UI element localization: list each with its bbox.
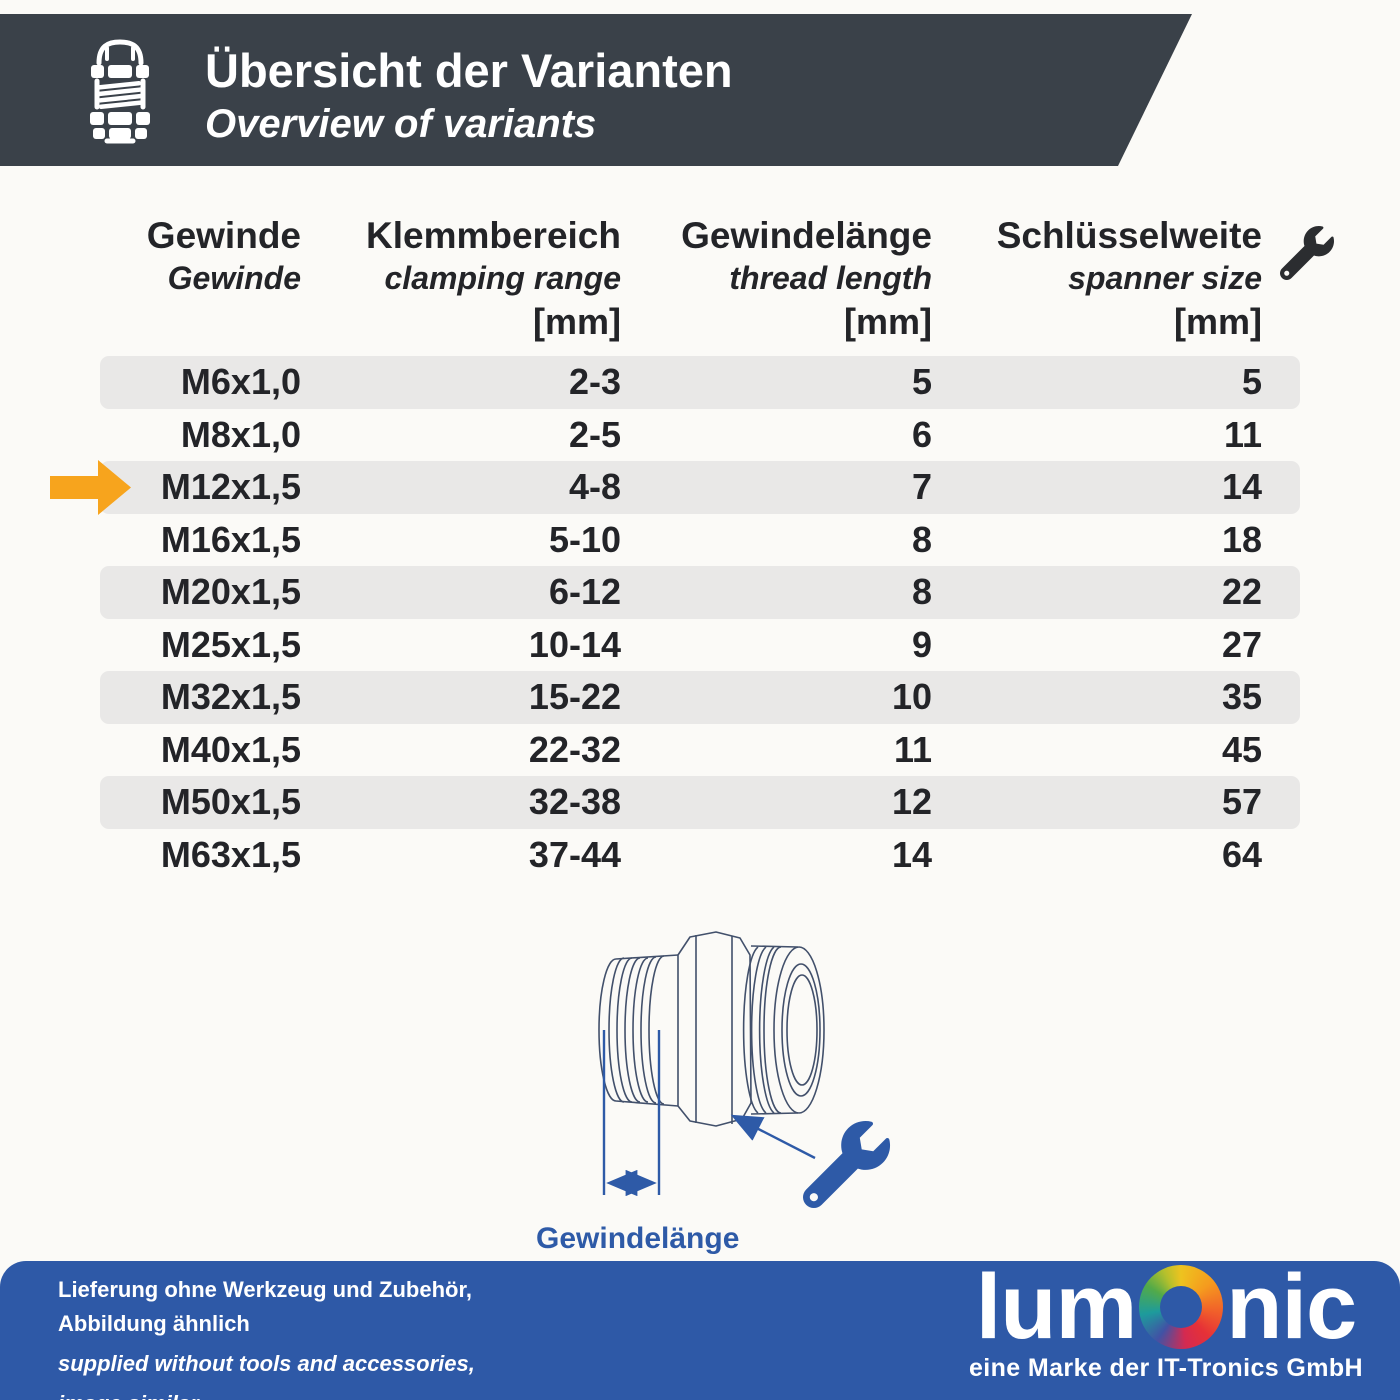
logo-text-post: nic	[1226, 1256, 1357, 1358]
thread-length-label: Gewindelänge	[536, 1222, 740, 1255]
cable-gland-icon	[85, 38, 155, 144]
table-row: M50x1,5 32-38 12 57	[100, 776, 1300, 829]
column-header-klemmbereich: Klemmbereich clamping range [mm]	[366, 215, 621, 342]
table-row: M6x1,0 2-3 5 5	[100, 356, 1300, 409]
variants-table: M6x1,0 2-3 5 5 M8x1,0 2-5 6 11 M12x1,5 4…	[100, 356, 1300, 881]
table-row: M8x1,0 2-5 6 11	[180, 413, 1262, 455]
note-english-line2: image similar	[58, 1387, 475, 1400]
column-header-gewindelaenge: Gewindelänge thread length [mm]	[681, 215, 932, 342]
logo-text-pre: lum	[975, 1256, 1138, 1358]
note-english-line1: supplied without tools and accessories,	[58, 1351, 475, 1376]
rainbow-ring-icon	[1139, 1265, 1224, 1349]
fitting-outline	[598, 931, 825, 1127]
column-header-schluesselweite: Schlüsselweite spanner size [mm]	[996, 215, 1262, 342]
wrench-icon	[1280, 226, 1334, 281]
footer-bar: Lieferung ohne Werkzeug und Zubehör, Abb…	[0, 1261, 1400, 1400]
page-subtitle: Overview of variants	[205, 102, 597, 146]
note-german-line2: Abbildung ähnlich	[58, 1311, 250, 1336]
table-row: M16x1,5 5-10 8 18	[160, 518, 1262, 560]
table-row-highlighted: M12x1,5 4-8 7 14	[100, 461, 1300, 514]
supply-note: Lieferung ohne Werkzeug und Zubehör, Abb…	[58, 1273, 475, 1400]
column-header-gewinde: Gewinde Gewinde	[146, 215, 301, 296]
table-row: M25x1,5 10-14 9 27	[160, 623, 1262, 665]
brand-logo: lum nic eine Marke der IT-Tronics GmbH	[969, 1261, 1363, 1383]
threaded-fitting-drawing	[598, 931, 891, 1209]
table-row: M63x1,5 37-44 14 64	[160, 833, 1262, 875]
table-row: M40x1,5 22-32 11 45	[160, 728, 1262, 770]
highlight-arrow-icon	[50, 460, 131, 515]
table-row: M32x1,5 15-22 10 35	[100, 671, 1300, 724]
table-row: M20x1,5 6-12 8 22	[100, 566, 1300, 619]
dimension-arrows	[602, 1030, 816, 1197]
table-header: Gewinde Gewinde Klemmbereich clamping ra…	[100, 214, 1334, 346]
note-german-line1: Lieferung ohne Werkzeug und Zubehör,	[58, 1277, 472, 1302]
wrench-icon	[802, 1121, 891, 1209]
logo-tagline: eine Marke der IT-Tronics GmbH	[968, 1354, 1363, 1382]
page-title: Übersicht der Varianten	[205, 44, 733, 97]
lumonic-logo: lum nic	[976, 1261, 1357, 1353]
header-banner: Übersicht der Varianten Overview of vari…	[0, 14, 1192, 166]
